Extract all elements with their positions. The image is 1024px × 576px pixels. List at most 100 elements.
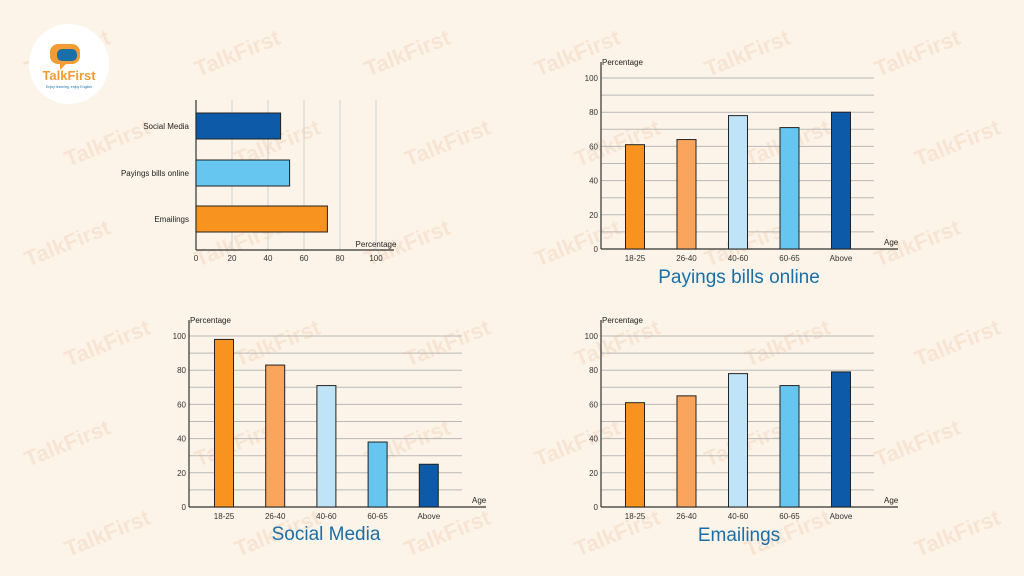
bar [831, 371, 851, 508]
x-category-label: Above [417, 512, 440, 521]
bar [195, 159, 291, 187]
y-category-label: Emailings [154, 215, 189, 224]
watermark-layer: TalkFirst TalkFirst TalkFirst TalkFirst Talk… [21, 24, 1004, 561]
watermark-text: TalkFirst [741, 314, 834, 371]
y-category-label: Payings bills online [121, 169, 190, 178]
bar [195, 112, 282, 140]
y-tick-label: 40 [589, 435, 598, 444]
watermark-text: TalkFirst [571, 504, 664, 561]
bar [779, 385, 800, 508]
x-category-label: 18-25 [214, 512, 235, 521]
speech-bubble-icon [50, 44, 80, 70]
x-category-label: 26-40 [676, 512, 697, 521]
watermark-text: TalkFirst [21, 214, 114, 271]
y-tick-label: 100 [173, 332, 187, 341]
watermark-text: TalkFirst [61, 114, 154, 171]
bar [625, 144, 645, 250]
logo-tagline: Enjoy learning, enjoy English [46, 85, 92, 89]
x-axis-title: Age [472, 496, 487, 505]
watermark-text: TalkFirst [531, 414, 624, 471]
watermark-text: TalkFirst [911, 504, 1004, 561]
watermark-text: TalkFirst [531, 214, 624, 271]
x-category-label: Above [830, 254, 853, 263]
y-axis-title: Percentage [190, 316, 231, 325]
y-tick-label: 80 [589, 108, 598, 117]
watermark-text: TalkFirst [531, 24, 624, 81]
y-tick-label: 20 [589, 211, 598, 220]
x-category-label: 26-40 [676, 254, 697, 263]
bar [676, 395, 697, 508]
watermark-text: TalkFirst [61, 314, 154, 371]
chart-title: Payings bills online [658, 267, 820, 288]
x-category-label: 18-25 [625, 254, 646, 263]
y-tick-label: 0 [594, 245, 599, 254]
y-axis-title: Percentage [602, 316, 643, 325]
bar [367, 441, 388, 508]
x-axis-title: Age [884, 496, 899, 505]
watermark-text: TalkFirst [401, 114, 494, 171]
y-tick-label: 60 [177, 400, 186, 409]
y-tick-label: 80 [589, 366, 598, 375]
bar [728, 115, 748, 250]
x-category-label: 60-65 [779, 254, 800, 263]
y-tick-label: 60 [589, 142, 598, 151]
bar [676, 139, 697, 250]
x-category-label: 60-65 [367, 512, 388, 521]
x-tick-label: 40 [264, 254, 273, 263]
x-tick-label: 100 [369, 254, 383, 263]
watermark-text: TalkFirst [401, 504, 494, 561]
x-tick-label: 60 [300, 254, 309, 263]
x-axis-title: Percentage [356, 240, 397, 249]
watermark-text: TalkFirst [401, 314, 494, 371]
x-axis-title: Age [884, 238, 899, 247]
y-tick-label: 20 [589, 469, 598, 478]
y-tick-label: 60 [589, 400, 598, 409]
watermark-text: TalkFirst [911, 314, 1004, 371]
y-category-label: Social Media [143, 122, 189, 131]
bar [265, 364, 286, 508]
y-tick-label: 20 [177, 469, 186, 478]
x-category-label: 18-25 [625, 512, 646, 521]
watermark-text: TalkFirst [231, 314, 324, 371]
brand-logo: TalkFirst Enjoy learning, enjoy English [29, 24, 109, 104]
watermark-text: TalkFirst [61, 504, 154, 561]
watermark-text: TalkFirst [871, 414, 964, 471]
bar [779, 127, 800, 250]
x-tick-label: 80 [336, 254, 345, 263]
x-tick-label: 0 [194, 254, 199, 263]
y-tick-label: 80 [177, 366, 186, 375]
chart-title: Emailings [698, 525, 780, 546]
bar [728, 373, 748, 508]
watermark-text: TalkFirst [361, 24, 454, 81]
x-category-label: 40-60 [728, 254, 749, 263]
y-tick-label: 0 [594, 503, 599, 512]
x-tick-label: 20 [228, 254, 237, 263]
watermark-text: TalkFirst [21, 414, 114, 471]
y-tick-label: 0 [182, 503, 187, 512]
bar [214, 338, 234, 508]
bar [418, 463, 439, 508]
watermark-text: TalkFirst [191, 24, 284, 81]
bar [195, 205, 328, 233]
x-category-label: 60-65 [779, 512, 800, 521]
bar [316, 385, 337, 508]
y-axis-title: Percentage [602, 58, 643, 67]
y-tick-label: 100 [585, 74, 599, 83]
y-tick-label: 40 [177, 435, 186, 444]
x-category-label: 26-40 [265, 512, 286, 521]
watermark-text: TalkFirst [871, 24, 964, 81]
logo-wordmark: TalkFirst [42, 68, 96, 83]
bar [831, 111, 851, 250]
watermark-text: TalkFirst [701, 24, 794, 81]
x-category-label: 40-60 [316, 512, 337, 521]
watermark-text: TalkFirst [911, 114, 1004, 171]
chart-title: Social Media [272, 524, 381, 545]
y-tick-label: 40 [589, 177, 598, 186]
watermark-text: TalkFirst [571, 114, 664, 171]
x-category-label: 40-60 [728, 512, 749, 521]
y-tick-label: 100 [585, 332, 599, 341]
bar [625, 402, 645, 508]
